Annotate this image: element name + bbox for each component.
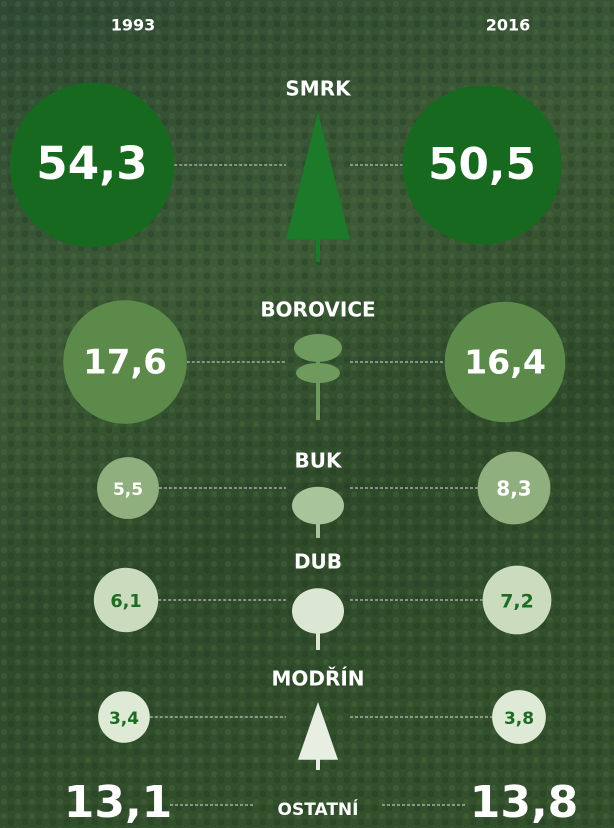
category-label: BUK — [295, 449, 343, 473]
value-label: 17,6 — [83, 343, 167, 383]
tree-crown — [292, 487, 344, 525]
value-label: 54,3 — [36, 137, 147, 190]
category-label: OSTATNÍ — [278, 798, 359, 820]
year-label: 2016 — [486, 16, 531, 35]
category-label: BOROVICE — [260, 298, 375, 322]
value-label: 13,1 — [64, 777, 173, 828]
year-label: 1993 — [111, 16, 156, 35]
category-label: SMRK — [285, 77, 352, 101]
tree-crown — [296, 363, 340, 383]
value-label: 16,4 — [464, 343, 546, 382]
tree-crown — [292, 588, 344, 634]
infographic: 1993 2016 SMRK 54,3 50,5 BOROVICE 17,6 16,4 BU… — [0, 0, 614, 828]
value-label: 7,2 — [500, 591, 533, 613]
category-label: DUB — [294, 550, 342, 574]
value-label: 3,8 — [504, 709, 534, 729]
value-label: 6,1 — [110, 592, 141, 612]
value-label: 8,3 — [496, 477, 531, 501]
value-label: 5,5 — [113, 480, 143, 500]
value-label: 13,8 — [470, 777, 579, 828]
value-label: 3,4 — [109, 709, 139, 729]
category-label: MODŘÍN — [271, 667, 364, 691]
value-label: 50,5 — [428, 139, 536, 190]
tree-crown — [294, 334, 342, 362]
